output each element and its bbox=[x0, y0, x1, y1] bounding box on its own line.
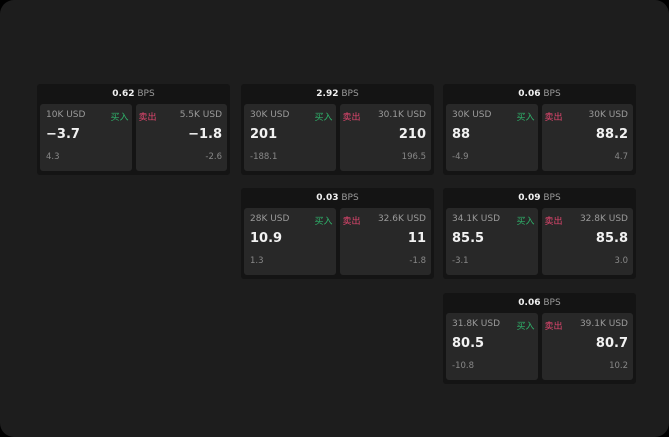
spread-header: 2.92 BPS bbox=[241, 84, 434, 104]
buy-label: 买入 bbox=[314, 113, 333, 123]
quote-group: 0.06 BPS 30K USD 买入 88 -4.9 卖出 30K USD 8… bbox=[443, 84, 636, 175]
ask-quantity: 32.8K USD bbox=[579, 214, 628, 224]
ask-price: 80.7 bbox=[595, 336, 628, 351]
bid-price: 80.5 bbox=[452, 336, 485, 351]
ask-change: 196.5 bbox=[401, 152, 426, 162]
spread-unit: BPS bbox=[341, 193, 359, 203]
bid-change: 1.3 bbox=[250, 256, 264, 266]
ask-quantity: 39.1K USD bbox=[579, 319, 628, 329]
ask-quantity: 5.5K USD bbox=[179, 110, 222, 120]
buy-label: 买入 bbox=[516, 113, 535, 123]
ask-quantity: 30K USD bbox=[588, 110, 628, 120]
sell-label: 卖出 bbox=[544, 113, 563, 123]
sell-label: 卖出 bbox=[342, 217, 361, 227]
sell-cell[interactable]: 卖出 5.5K USD −1.8 -2.6 bbox=[135, 104, 227, 171]
sell-label: 卖出 bbox=[544, 322, 563, 332]
buy-label: 买入 bbox=[516, 322, 535, 332]
bid-price: 88 bbox=[452, 127, 471, 142]
quote-group: 0.62 BPS 10K USD 买入 −3.7 4.3 卖出 5.5K USD… bbox=[37, 84, 230, 175]
bid-change: -188.1 bbox=[250, 152, 278, 162]
bid-change: -3.1 bbox=[452, 256, 469, 266]
spread-unit: BPS bbox=[543, 89, 561, 99]
ask-price: 11 bbox=[407, 231, 426, 246]
ask-price: 85.8 bbox=[595, 231, 628, 246]
sell-cell[interactable]: 卖出 39.1K USD 80.7 10.2 bbox=[541, 313, 633, 380]
spread-value: 0.03 bbox=[316, 193, 339, 203]
buy-label: 买入 bbox=[314, 217, 333, 227]
buy-cell[interactable]: 28K USD 买入 10.9 1.3 bbox=[244, 208, 336, 275]
spread-header: 0.06 BPS bbox=[443, 84, 636, 104]
bid-quantity: 28K USD bbox=[250, 214, 290, 224]
sell-cell[interactable]: 卖出 32.8K USD 85.8 3.0 bbox=[541, 208, 633, 275]
spread-unit: BPS bbox=[341, 89, 359, 99]
ask-quantity: 32.6K USD bbox=[377, 214, 426, 224]
ask-price: 210 bbox=[398, 127, 426, 142]
spread-header: 0.03 BPS bbox=[241, 188, 434, 208]
spread-value: 0.62 bbox=[112, 89, 135, 99]
spread-unit: BPS bbox=[137, 89, 155, 99]
spread-header: 0.09 BPS bbox=[443, 188, 636, 208]
buy-cell[interactable]: 10K USD 买入 −3.7 4.3 bbox=[40, 104, 132, 171]
spread-value: 0.06 bbox=[518, 89, 541, 99]
sell-cell[interactable]: 卖出 32.6K USD 11 -1.8 bbox=[339, 208, 431, 275]
buy-cell[interactable]: 31.8K USD 买入 80.5 -10.8 bbox=[446, 313, 538, 380]
bid-change: 4.3 bbox=[46, 152, 60, 162]
sell-label: 卖出 bbox=[544, 217, 563, 227]
spread-unit: BPS bbox=[543, 298, 561, 308]
spread-header: 0.62 BPS bbox=[37, 84, 230, 104]
bid-price: 85.5 bbox=[452, 231, 485, 246]
quote-group: 0.03 BPS 28K USD 买入 10.9 1.3 卖出 32.6K US… bbox=[241, 188, 434, 279]
sell-cell[interactable]: 卖出 30K USD 88.2 4.7 bbox=[541, 104, 633, 171]
ask-change: 4.7 bbox=[614, 152, 628, 162]
sell-label: 卖出 bbox=[342, 113, 361, 123]
ask-price: 88.2 bbox=[595, 127, 628, 142]
ask-change: 3.0 bbox=[614, 256, 628, 266]
bid-price: 201 bbox=[250, 127, 278, 142]
bid-price: −3.7 bbox=[46, 127, 80, 142]
bid-quantity: 34.1K USD bbox=[452, 214, 501, 224]
buy-cell[interactable]: 30K USD 买入 201 -188.1 bbox=[244, 104, 336, 171]
bid-quantity: 10K USD bbox=[46, 110, 86, 120]
sell-cell[interactable]: 卖出 30.1K USD 210 196.5 bbox=[339, 104, 431, 171]
spread-header: 0.06 BPS bbox=[443, 293, 636, 313]
buy-cell[interactable]: 30K USD 买入 88 -4.9 bbox=[446, 104, 538, 171]
bid-quantity: 31.8K USD bbox=[452, 319, 501, 329]
ask-price: −1.8 bbox=[188, 127, 222, 142]
buy-cell[interactable]: 34.1K USD 买入 85.5 -3.1 bbox=[446, 208, 538, 275]
bid-quantity: 30K USD bbox=[250, 110, 290, 120]
ask-change: 10.2 bbox=[609, 361, 628, 371]
spread-unit: BPS bbox=[543, 193, 561, 203]
sell-label: 卖出 bbox=[138, 113, 157, 123]
spread-value: 0.06 bbox=[518, 298, 541, 308]
ask-quantity: 30.1K USD bbox=[377, 110, 426, 120]
bid-change: -4.9 bbox=[452, 152, 469, 162]
ask-change: -2.6 bbox=[205, 152, 222, 162]
quote-group: 0.06 BPS 31.8K USD 买入 80.5 -10.8 卖出 39.1… bbox=[443, 293, 636, 384]
quote-group: 0.09 BPS 34.1K USD 买入 85.5 -3.1 卖出 32.8K… bbox=[443, 188, 636, 279]
buy-label: 买入 bbox=[110, 113, 129, 123]
bid-change: -10.8 bbox=[452, 361, 474, 371]
spread-value: 0.09 bbox=[518, 193, 541, 203]
buy-label: 买入 bbox=[516, 217, 535, 227]
bid-quantity: 30K USD bbox=[452, 110, 492, 120]
ask-change: -1.8 bbox=[409, 256, 426, 266]
spread-value: 2.92 bbox=[316, 89, 339, 99]
quote-group: 2.92 BPS 30K USD 买入 201 -188.1 卖出 30.1K … bbox=[241, 84, 434, 175]
bid-price: 10.9 bbox=[250, 231, 283, 246]
